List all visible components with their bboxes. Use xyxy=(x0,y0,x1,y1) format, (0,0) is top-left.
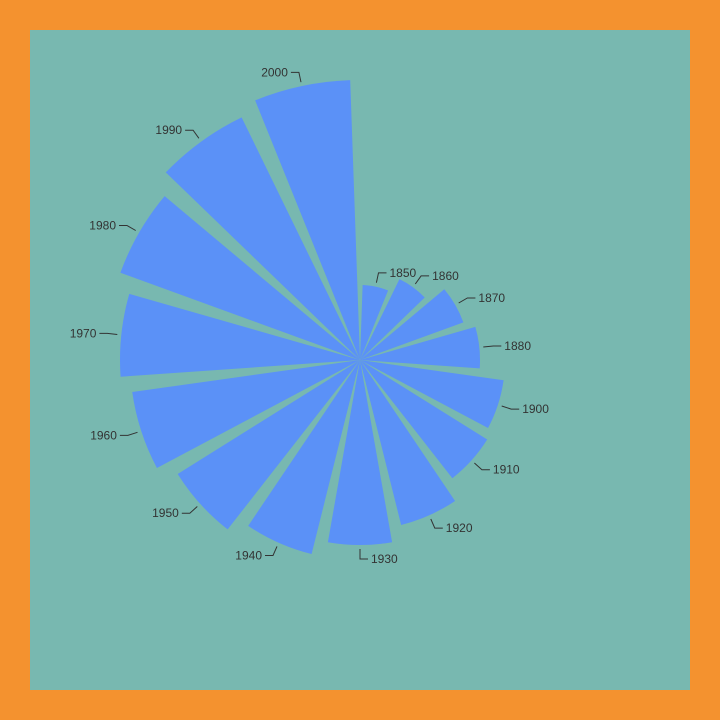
category-label-1990: 1990 xyxy=(155,123,182,137)
leader-line-1900 xyxy=(501,405,520,410)
slice-1900 xyxy=(360,360,504,429)
slice-1920 xyxy=(360,360,456,525)
leader-line-1880 xyxy=(483,345,502,348)
leader-line-1910 xyxy=(474,462,490,471)
leader-line-1980 xyxy=(119,225,136,231)
category-label-2000: 2000 xyxy=(261,65,288,79)
category-label-1850: 1850 xyxy=(390,266,417,280)
slice-1950 xyxy=(177,360,360,530)
leader-line-1940 xyxy=(265,546,278,556)
category-label-1910: 1910 xyxy=(493,463,520,477)
leader-line-2000 xyxy=(290,71,302,83)
category-label-1880: 1880 xyxy=(504,339,531,353)
leader-line-1970 xyxy=(99,332,118,335)
slice-1940 xyxy=(248,360,360,555)
slice-1870 xyxy=(360,289,464,360)
category-label-1930: 1930 xyxy=(371,552,398,566)
slice-1880 xyxy=(360,326,481,369)
leader-line-1960 xyxy=(119,431,138,436)
category-label-1870: 1870 xyxy=(478,291,505,305)
slice-1970 xyxy=(119,293,360,377)
category-label-1950: 1950 xyxy=(152,506,179,520)
slices-group xyxy=(119,80,504,555)
category-label-1960: 1960 xyxy=(90,428,117,442)
slice-2000 xyxy=(255,80,360,361)
slice-1990 xyxy=(165,117,360,360)
leader-line-1950 xyxy=(181,506,198,514)
leader-line-1860 xyxy=(414,275,430,285)
slice-1910 xyxy=(360,360,488,479)
category-label-1970: 1970 xyxy=(70,326,97,340)
labels-group: 1850 1860 1870 1880 1900 1910 1920 1930 1940 1950… xyxy=(70,65,550,566)
leader-line-1870 xyxy=(458,297,476,304)
category-label-1860: 1860 xyxy=(432,269,459,283)
slice-1850 xyxy=(360,285,389,360)
category-label-1900: 1900 xyxy=(522,402,549,416)
category-label-1980: 1980 xyxy=(89,219,116,233)
slice-1930 xyxy=(327,360,393,545)
leader-line-1930 xyxy=(359,549,368,560)
leader-line-1850 xyxy=(375,272,387,283)
category-label-1920: 1920 xyxy=(446,521,473,535)
leader-line-1920 xyxy=(430,518,443,529)
category-label-1940: 1940 xyxy=(235,549,262,563)
leader-line-1990 xyxy=(185,129,200,139)
slice-1980 xyxy=(120,196,360,360)
slice-1860 xyxy=(360,279,425,360)
slice-1960 xyxy=(132,360,360,468)
